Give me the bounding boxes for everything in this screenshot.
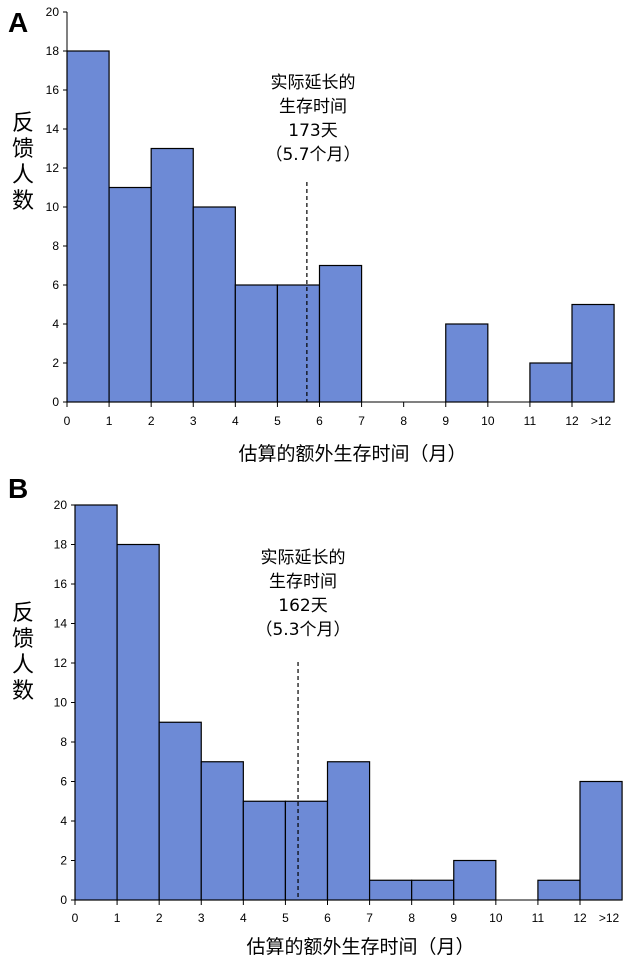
- annotation-line: 生存时间: [279, 97, 347, 117]
- x-tick-label: 11: [524, 414, 537, 428]
- x-axis-label: 估算的额外生存时间（月）: [238, 443, 466, 465]
- y-tick-label: 2: [52, 356, 59, 370]
- bar-2-3: [150, 147, 194, 403]
- x-tick-label: 7: [366, 911, 373, 925]
- x-tick-label: 4: [240, 911, 247, 925]
- y-tick-label: 4: [60, 814, 67, 828]
- y-tick-label: 18: [54, 538, 68, 552]
- x-tick-label: 5: [274, 414, 281, 428]
- x-tick-label: 10: [481, 414, 495, 428]
- x-tick-label: 9: [450, 911, 457, 925]
- bar-1-2: [116, 543, 160, 901]
- x-tick-label: 8: [408, 911, 415, 925]
- bar-5-6: [276, 284, 321, 403]
- x-axis-label: 估算的额外生存时间（月）: [246, 936, 474, 958]
- x-tick-label: 9: [442, 414, 449, 428]
- x-tick-label: >12: [591, 414, 612, 428]
- y-tick-label: 12: [54, 656, 68, 670]
- x-tick-label: 6: [324, 911, 331, 925]
- y-tick-label: 18: [46, 44, 60, 58]
- y-tick-label: 20: [54, 498, 68, 512]
- annotation-line: （5.7个月）: [265, 145, 360, 165]
- bar-4-5: [242, 800, 287, 901]
- y-tick-label: 4: [52, 317, 59, 331]
- bar-11-12: [529, 362, 573, 403]
- annotation-line: 实际延长的: [271, 73, 356, 93]
- y-axis-label: 反馈人数: [12, 601, 34, 704]
- y-tick-label: 0: [52, 395, 59, 409]
- y-tick-label: 12: [46, 161, 60, 175]
- annotation-line: 173天: [288, 121, 337, 141]
- x-tick-label: 3: [190, 414, 197, 428]
- x-tick-label: 8: [400, 414, 407, 428]
- y-axis-label: 反馈人数: [12, 111, 34, 214]
- x-tick-label: 3: [198, 911, 205, 925]
- bar-9-10: [445, 323, 489, 403]
- bar-9-10: [453, 859, 497, 901]
- y-tick-label: 8: [60, 735, 67, 749]
- bar-0-1: [74, 504, 118, 901]
- bar-6-7: [326, 761, 371, 901]
- bar-3-4: [192, 206, 236, 403]
- annotation-line: （5.3个月）: [255, 620, 350, 640]
- x-tick-label: 10: [489, 911, 503, 925]
- y-tick-label: 6: [52, 278, 59, 292]
- bar-8-9: [411, 879, 455, 901]
- bar-11-12: [537, 879, 581, 901]
- panel-letter: A: [8, 7, 28, 38]
- x-tick-label: 12: [573, 911, 587, 925]
- bar-2-3: [158, 721, 202, 901]
- bar-0-1: [66, 50, 110, 403]
- x-tick-label: >12: [599, 911, 620, 925]
- y-tick-label: 10: [46, 200, 60, 214]
- bar-12-13: [571, 303, 615, 403]
- x-tick-label: 2: [148, 414, 155, 428]
- x-tick-label: 5: [282, 911, 289, 925]
- annotation-line: 生存时间: [269, 572, 337, 592]
- x-tick-label: 0: [64, 414, 71, 428]
- y-tick-label: 14: [46, 122, 60, 136]
- x-tick-label: 2: [156, 911, 163, 925]
- y-tick-label: 10: [54, 696, 68, 710]
- bar-12-13: [579, 780, 623, 901]
- bar-1-2: [108, 186, 152, 403]
- panel-letter: B: [8, 473, 28, 504]
- bar-5-6: [284, 800, 329, 901]
- x-tick-label: 0: [72, 911, 79, 925]
- bar-6-7: [318, 264, 363, 403]
- annotation-line: 162天: [278, 596, 327, 616]
- y-tick-label: 2: [60, 854, 67, 868]
- x-tick-label: 7: [358, 414, 365, 428]
- x-tick-label: 1: [106, 414, 113, 428]
- y-tick-label: 0: [60, 893, 67, 907]
- bar-3-4: [200, 761, 244, 901]
- y-tick-label: 16: [46, 83, 60, 97]
- annotation-line: 实际延长的: [261, 548, 346, 568]
- y-tick-label: 16: [54, 577, 68, 591]
- bar-4-5: [234, 284, 279, 403]
- x-tick-label: 11: [532, 911, 545, 925]
- x-tick-label: 1: [114, 911, 121, 925]
- y-tick-label: 8: [52, 239, 59, 253]
- x-tick-label: 12: [565, 414, 579, 428]
- x-tick-label: 6: [316, 414, 323, 428]
- y-tick-label: 6: [60, 775, 67, 789]
- x-tick-label: 4: [232, 414, 239, 428]
- bar-7-8: [368, 879, 413, 901]
- y-tick-label: 14: [54, 617, 68, 631]
- y-tick-label: 20: [46, 5, 60, 19]
